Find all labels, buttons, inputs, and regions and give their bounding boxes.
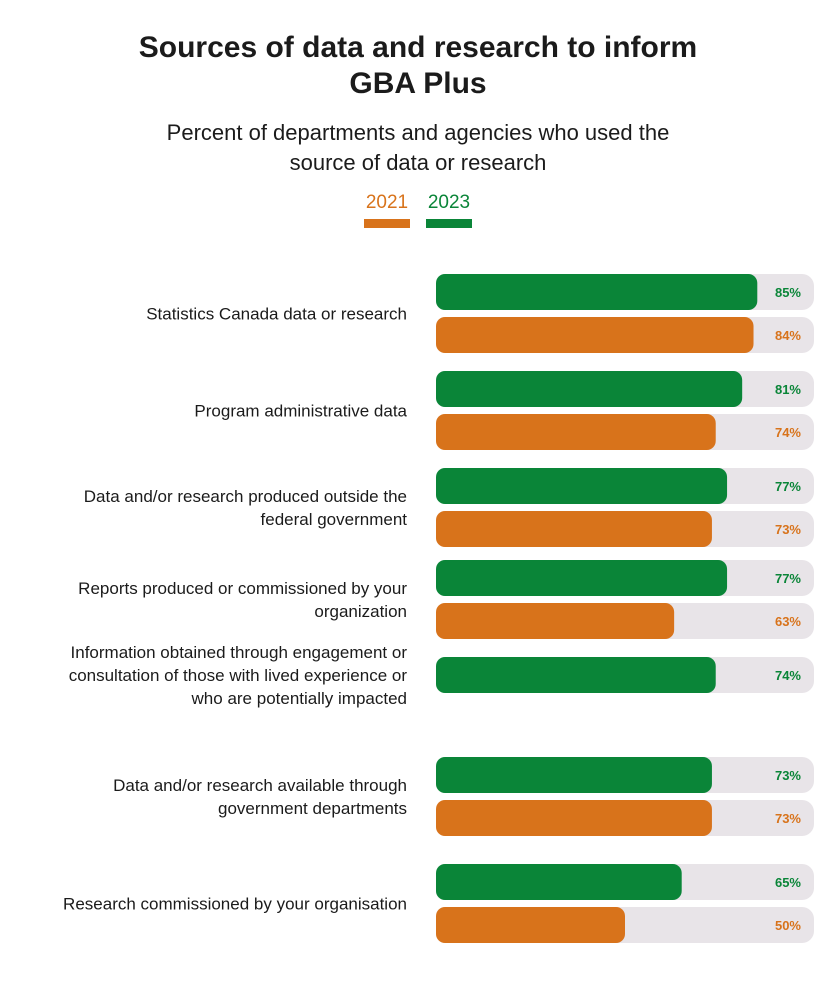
data-label-2021: 63% [775,614,801,629]
bar-2023 [436,757,712,793]
legend-label-2021: 2021 [365,192,409,213]
category-group: 65% 50% Research commissioned by your orga… [63,864,814,943]
category-label-line: Program administrative data [194,402,407,421]
category-label-line: who are potentially impacted [191,689,407,708]
bar-2021 [436,907,625,943]
chart-subtitle-line-2: source of data or research [289,150,547,175]
category-label: Data and/or research available through go… [113,776,407,818]
bar-2021 [436,414,716,450]
category-group: 81% 74% Program administrative data [194,371,814,450]
category-label-line: federal government [261,510,408,529]
legend-item-2021: 2021 [364,192,410,228]
chart-title: Sources of data and research to inform G… [0,30,836,102]
data-label-2021: 73% [775,811,801,826]
category-label-line: consultation of those with lived experie… [69,666,408,685]
category-label: Reports produced or commissioned by your… [78,579,407,621]
category-label-line: Information obtained through engagement … [71,643,408,662]
category-label-line: Data and/or research produced outside th… [84,487,407,506]
chart-subtitle-line-1: Percent of departments and agencies who … [166,120,670,145]
category-label-line: Research commissioned by your organisati… [63,895,407,914]
category-group: 77% 73% Data and/or research produced outs… [84,468,814,547]
category-label-line: Statistics Canada data or research [146,305,407,324]
data-label-2021: 73% [775,522,801,537]
legend-label-2023: 2023 [427,192,471,213]
category-label: Information obtained through engagement … [69,643,408,708]
bar-2021 [436,317,754,353]
data-label-2023: 73% [775,768,801,783]
data-label-2021: 84% [775,328,801,343]
legend-swatch-2021 [364,219,410,228]
bar-2021 [436,603,675,639]
chart-subtitle: Percent of departments and agencies who … [0,118,836,178]
category-label-line: organization [314,602,407,621]
legend-item-2023: 2023 [426,192,472,228]
bar-2023 [436,560,728,596]
bar-2023 [436,468,728,504]
category-label-line: Data and/or research available through [113,776,407,795]
category-group: 73% 73% Data and/or research available thr… [113,757,814,836]
bar-2021 [436,800,712,836]
legend-swatch-2023 [426,219,472,228]
data-label-2021: 74% [775,425,801,440]
category-label: Program administrative data [194,402,407,421]
bar-2023 [436,274,758,310]
category-group: 74% Information obtained through engageme… [69,643,814,708]
bar-2021 [436,511,712,547]
category-label: Statistics Canada data or research [146,305,407,324]
category-label: Research commissioned by your organisati… [63,895,407,914]
data-label-2023: 65% [775,875,801,890]
data-label-2023: 77% [775,479,801,494]
category-label: Data and/or research produced outside th… [84,487,407,529]
chart-title-line-2: GBA Plus [349,67,487,100]
data-label-2023: 74% [775,668,801,683]
bar-2023 [436,864,682,900]
category-group: 85% 84% Statistics Canada data or research [146,274,814,353]
data-label-2023: 77% [775,571,801,586]
data-label-2023: 85% [775,285,801,300]
data-label-2023: 81% [775,382,801,397]
chart-title-line-1: Sources of data and research to inform [138,31,698,64]
category-label-line: government departments [218,799,407,818]
category-group: 77% 63% Reports produced or commissioned b… [78,560,814,639]
category-label-line: Reports produced or commissioned by your [78,579,407,598]
data-label-2021: 50% [775,918,801,933]
bar-2023 [436,657,716,693]
bar-2023 [436,371,743,407]
